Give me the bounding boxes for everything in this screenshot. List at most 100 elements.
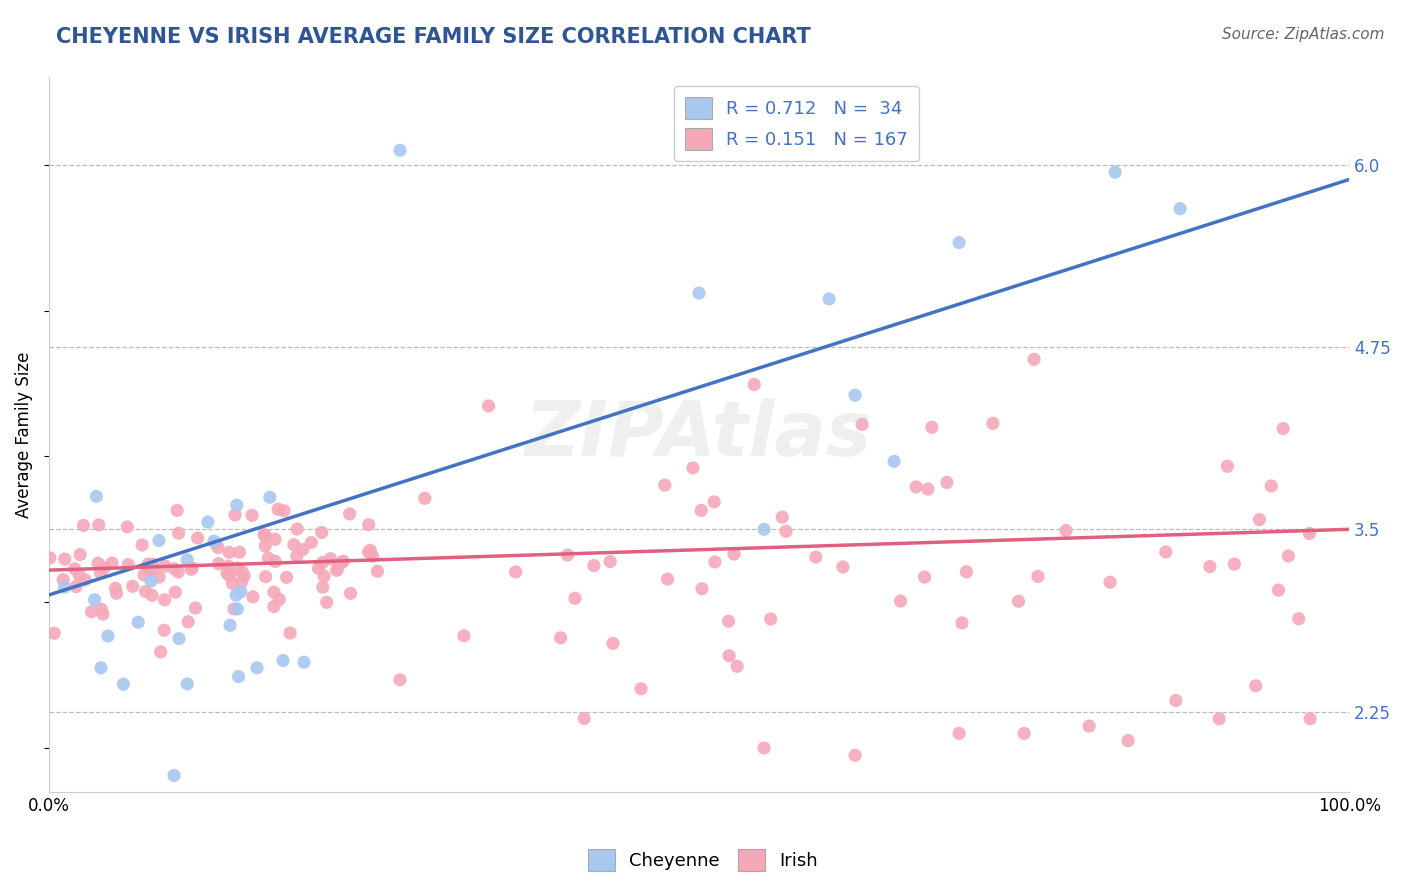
Point: [844, 388, 866, 402]
Point: [263, 585, 285, 599]
Point: [231, 565, 253, 579]
Point: [357, 517, 380, 532]
Point: [314, 569, 336, 583]
Point: [259, 490, 281, 504]
Point: [389, 144, 412, 158]
Legend: Cheyenne, Irish: Cheyenne, Irish: [581, 842, 825, 879]
Point: [1022, 352, 1045, 367]
Point: [226, 561, 249, 575]
Point: [219, 567, 242, 582]
Point: [225, 588, 247, 602]
Point: [725, 659, 748, 673]
Point: [703, 555, 725, 569]
Point: [254, 539, 277, 553]
Point: [599, 555, 621, 569]
Point: [582, 558, 605, 573]
Point: [1260, 479, 1282, 493]
Point: [1168, 202, 1191, 216]
Point: [139, 574, 162, 588]
Point: [271, 653, 294, 667]
Point: [1154, 545, 1177, 559]
Point: [257, 551, 280, 566]
Point: [1098, 575, 1121, 590]
Point: [136, 557, 159, 571]
Point: [215, 566, 238, 580]
Point: [91, 607, 114, 621]
Point: [167, 632, 190, 646]
Point: [832, 560, 855, 574]
Point: [181, 561, 204, 575]
Point: [308, 561, 330, 575]
Point: [80, 605, 103, 619]
Point: [1249, 513, 1271, 527]
Point: [246, 661, 269, 675]
Point: [269, 592, 291, 607]
Point: [229, 584, 252, 599]
Point: [1078, 719, 1101, 733]
Point: [1012, 726, 1035, 740]
Point: [207, 541, 229, 555]
Point: [948, 726, 970, 740]
Text: ZIPAtlas: ZIPAtlas: [526, 398, 873, 472]
Point: [187, 531, 209, 545]
Y-axis label: Average Family Size: Average Family Size: [15, 351, 32, 517]
Point: [254, 570, 277, 584]
Point: [264, 533, 287, 547]
Point: [105, 586, 128, 600]
Point: [299, 535, 322, 549]
Point: [127, 615, 149, 630]
Point: [1244, 679, 1267, 693]
Point: [180, 562, 202, 576]
Point: [550, 631, 572, 645]
Point: [1104, 165, 1126, 179]
Point: [602, 636, 624, 650]
Point: [218, 568, 240, 582]
Point: [889, 594, 911, 608]
Point: [1164, 693, 1187, 707]
Point: [63, 562, 86, 576]
Point: [207, 557, 229, 571]
Point: [413, 491, 436, 506]
Point: [1267, 583, 1289, 598]
Point: [75, 573, 97, 587]
Point: [292, 655, 315, 669]
Point: [90, 566, 112, 580]
Point: [332, 554, 354, 568]
Point: [775, 524, 797, 539]
Point: [228, 669, 250, 683]
Point: [153, 559, 176, 574]
Text: Source: ZipAtlas.com: Source: ZipAtlas.com: [1222, 27, 1385, 42]
Point: [315, 595, 337, 609]
Point: [818, 292, 841, 306]
Point: [1007, 594, 1029, 608]
Point: [149, 645, 172, 659]
Point: [1298, 526, 1320, 541]
Point: [53, 580, 76, 594]
Point: [572, 711, 595, 725]
Point: [339, 507, 361, 521]
Point: [90, 661, 112, 675]
Point: [557, 548, 579, 562]
Point: [153, 624, 176, 638]
Point: [1288, 612, 1310, 626]
Point: [1198, 559, 1220, 574]
Point: [654, 478, 676, 492]
Point: [742, 377, 765, 392]
Point: [703, 495, 725, 509]
Point: [104, 582, 127, 596]
Point: [682, 461, 704, 475]
Point: [197, 515, 219, 529]
Point: [690, 582, 713, 596]
Point: [851, 417, 873, 432]
Point: [90, 602, 112, 616]
Point: [312, 580, 335, 594]
Point: [905, 480, 928, 494]
Point: [163, 768, 186, 782]
Point: [326, 563, 349, 577]
Point: [955, 565, 977, 579]
Point: [264, 555, 287, 569]
Point: [69, 548, 91, 562]
Point: [326, 561, 349, 575]
Point: [804, 550, 827, 565]
Point: [53, 552, 76, 566]
